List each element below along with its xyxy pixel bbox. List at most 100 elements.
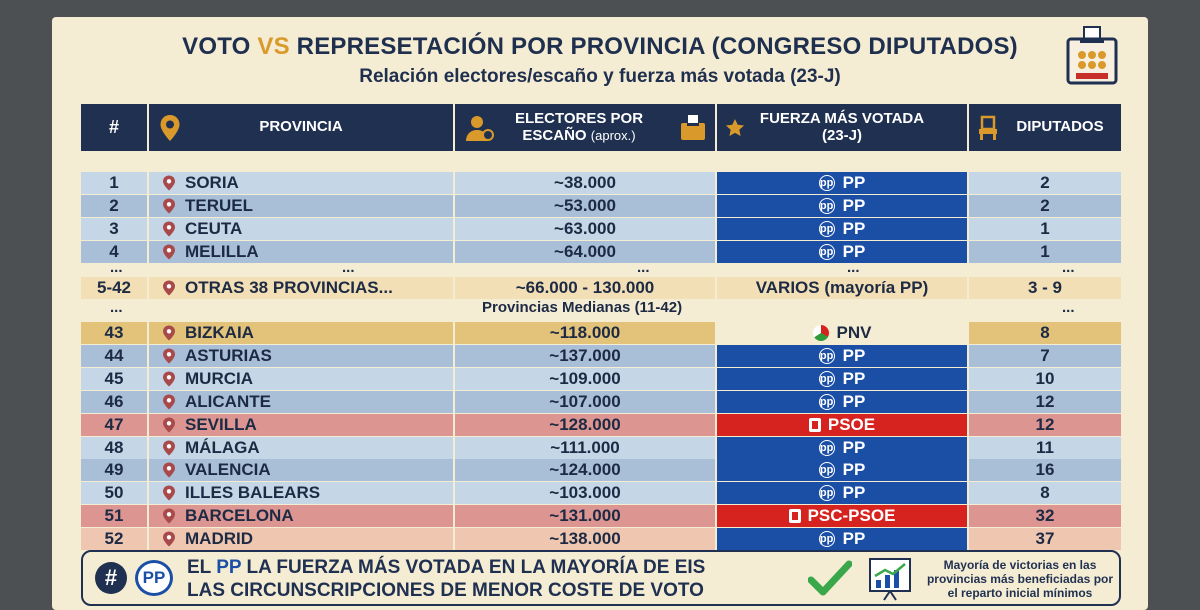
row-bg [455,390,715,413]
row-bg [81,528,147,551]
footer-line1: EL PP LA FUERZA MÁS VOTADA EN LA MAYORÍA… [187,557,706,578]
table-row: 3 CEUTA ~63.000 pp PP 1 [81,218,1121,240]
row-number: 50 [104,483,124,503]
row-bg [149,436,453,459]
ballot-box-icon [681,115,705,140]
ellipsis: ... [637,259,650,276]
row-number: 45 [104,368,124,388]
diputados-value: 37 [1035,529,1055,549]
footer-banner: # PP EL PP LA FUERZA MÁS VOTADA EN LA MA… [81,550,1121,606]
electores-value: ~53.000 [554,196,616,215]
header-diputados: DIPUTADOS [969,104,1121,151]
party-cell: pp PP [717,195,967,217]
table-row: 1 SORIA ~38.000 pp PP 2 [81,172,1121,194]
province-label: MELILLA [185,242,259,261]
row-bg [969,390,1121,413]
party-cell: pp PP [717,172,967,194]
row-bg [455,218,715,240]
party-name: PP [842,437,866,457]
province-name: ASTURIAS [149,345,453,367]
row-bg [455,413,715,436]
row-bg [969,344,1121,367]
diputados-value: 11 [1036,437,1054,457]
table-row: 44 ASTURIAS ~137.000 pp PP 7 [81,344,1121,367]
electores-value: ~38.000 [554,173,616,192]
pp-logo: pp [818,175,835,191]
page-subtitle: Relación electores/escaño y fuerza más v… [359,66,841,87]
row-bg [81,218,147,240]
location-pin-icon [163,508,175,524]
diputados-value: 3 - 9 [1027,278,1063,297]
location-pin-icon [163,531,175,547]
party-name: PP [842,173,866,192]
row-bg [455,322,715,344]
row-bg [969,241,1121,263]
province-name: ILLES BALEARS [149,482,453,504]
table-row: 49 VALENCIA ~124.000 pp PP 16 [81,459,1121,482]
province-label: MURCIA [185,368,253,388]
party-name: PP [842,345,866,365]
diputados-value: 12 [1035,391,1055,411]
pp-logo: pp [818,221,835,237]
ellipsis: ... [110,259,123,276]
electores-value: ~63.000 [554,219,616,238]
psoe-logo [808,417,821,432]
row-number: 49 [104,460,124,480]
row-bg [969,528,1121,551]
row-number: 44 [104,345,124,365]
row-bg [149,218,453,240]
province-name: OTRAS 38 PROVINCIAS... [149,277,453,299]
pnv-logo [812,325,829,341]
party-name: PP [842,219,866,238]
electores-value: ~111.000 [550,437,620,457]
province-label: OTRAS 38 PROVINCIAS... [185,278,393,297]
pp-logo: pp [818,370,835,387]
infographic-card: VOTO VS REPRESETACIÓN POR PROVINCIA (CON… [52,17,1148,610]
party-name: PP [842,529,866,549]
row-bg [455,528,715,551]
row-bg [149,413,453,436]
row-bg [81,390,147,413]
row-bg [81,367,147,390]
star-icon [726,119,744,136]
row-bg [455,172,715,194]
party-name: PP [842,460,866,480]
row-bg [149,459,453,482]
pp-logo: pp [818,439,835,456]
party-name: PSOE [827,414,876,434]
party-cell: pp PP [717,218,967,240]
row-bg [81,195,147,217]
table-row: 43 BIZKAIA ~118.000 PNV 8 [81,322,1121,344]
party-name: PSC-PSOE [807,506,896,526]
province-name: VALENCIA [149,459,453,481]
row-bg [969,195,1121,217]
row-bg [81,277,147,299]
hashtag-icon: # [95,562,127,594]
electores-value: ~66.000 - 130.000 [515,278,655,297]
row-number: 47 [104,414,124,434]
row-bg [149,344,453,367]
row-bg [455,367,715,390]
row-number: 4 [109,242,119,261]
psoe-logo [788,509,801,524]
row-bg [149,482,453,505]
row-bg [969,322,1121,344]
row-bg [81,459,147,482]
medianas-label: Provincias Medianas (11-42) [482,299,683,316]
party-name: PNV [836,323,872,342]
row-bg [149,241,453,263]
party-cell: pp PP [717,344,967,367]
electores-value: ~138.000 [549,529,621,549]
row-bg [81,436,147,459]
ballot-box-icon [1066,26,1118,85]
party-name: PP [842,368,866,388]
row-bg [969,367,1121,390]
row-number: 51 [104,506,124,526]
checkmark-icon [808,560,852,596]
location-pin-icon [163,198,175,214]
ellipsis: ... [1062,259,1075,276]
province-name: MELILLA [149,241,453,263]
diputados-value: 1 [1040,242,1050,261]
diputados-value: 16 [1035,460,1055,480]
diputados-value: 7 [1040,345,1050,365]
